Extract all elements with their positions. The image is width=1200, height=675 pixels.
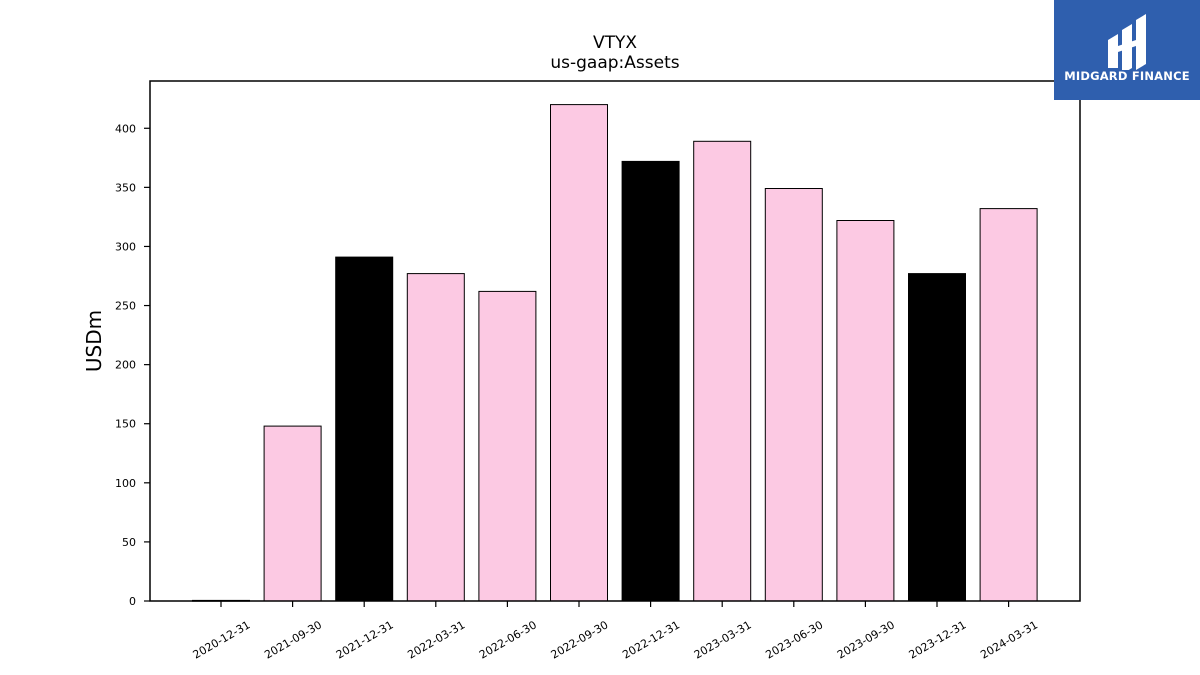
bar-2023-12-31: [908, 273, 966, 602]
x-tick-label: 2022-06-30: [477, 618, 539, 661]
bar-2023-09-30: [836, 220, 895, 602]
y-tick-label: 150: [115, 418, 136, 431]
y-axis-label: USDm: [82, 310, 106, 372]
y-tick-label: 200: [115, 359, 136, 372]
bar-2023-03-31: [693, 140, 752, 602]
y-tick-label: 100: [115, 477, 136, 490]
chart-title: VTYX: [593, 33, 637, 53]
y-tick-label: 50: [122, 536, 136, 549]
x-tick-label: 2021-09-30: [262, 618, 324, 661]
bar-2022-03-31: [406, 273, 465, 602]
logo-text: MIDGARD FINANCE: [1064, 69, 1190, 83]
y-tick-label: 300: [115, 240, 136, 253]
bar-2023-06-30: [764, 188, 823, 602]
bar-2022-09-30: [550, 104, 608, 602]
x-axis: 2020-12-31 2021-09-30 2021-12-31 2022-03-31…: [191, 601, 1040, 662]
bar-2022-06-30: [478, 290, 537, 602]
bar-2021-09-30: [263, 425, 322, 602]
x-tick-label: 2021-12-31: [334, 618, 396, 661]
x-tick-label: 2020-12-31: [191, 618, 253, 661]
midgard-logo-icon: [1108, 14, 1146, 70]
x-tick-label: 2023-03-31: [692, 618, 754, 661]
y-tick-label: 350: [115, 181, 136, 194]
x-tick-label: 2024-03-31: [978, 618, 1040, 661]
x-tick-label: 2023-06-30: [763, 618, 825, 661]
x-tick-label: 2022-12-31: [620, 618, 682, 661]
plot-frame: [149, 80, 1081, 602]
midgard-finance-logo: MIDGARD FINANCE: [1054, 0, 1200, 100]
y-tick-label: 400: [115, 122, 136, 135]
x-tick-label: 2022-09-30: [549, 618, 611, 661]
chart-subtitle: us-gaap:Assets: [550, 53, 679, 73]
bars-layer: [192, 104, 1038, 602]
bar-2024-03-31: [979, 208, 1038, 602]
y-axis: 0 50 100 150 200 250 300 350 400: [115, 122, 150, 608]
y-tick-label: 250: [115, 300, 136, 313]
y-tick-label: 0: [129, 595, 136, 608]
x-tick-label: 2023-12-31: [907, 618, 969, 661]
x-tick-label: 2023-09-30: [835, 618, 897, 661]
x-tick-label: 2022-03-31: [405, 618, 467, 661]
bar-2021-12-31: [335, 256, 394, 602]
bar-2022-12-31: [621, 160, 680, 602]
